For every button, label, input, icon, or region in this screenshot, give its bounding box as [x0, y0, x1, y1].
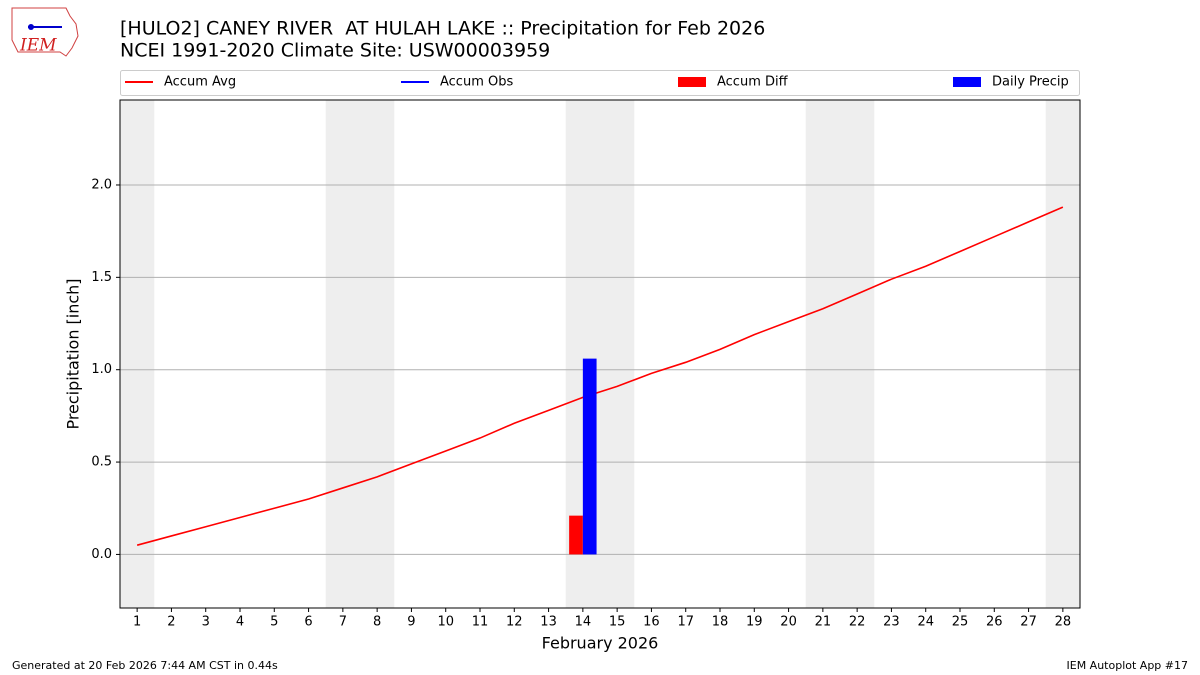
x-tick-label: 24	[917, 615, 934, 630]
x-tick-label: 14	[575, 615, 592, 630]
x-tick-label: 1	[133, 615, 141, 630]
logo-outline	[11, 7, 79, 57]
x-tick-label: 28	[1055, 615, 1072, 630]
x-axis-label: February 2026	[542, 634, 659, 653]
legend-label: Daily Precip	[992, 75, 1069, 90]
chart-title: [HULO2] CANEY RIVER AT HULAH LAKE :: Pre…	[120, 18, 765, 40]
plot-frame	[119, 99, 1081, 609]
logo: IEM	[11, 7, 79, 57]
legend-label: Accum Diff	[717, 75, 789, 90]
weekend-shade	[120, 100, 155, 608]
x-tick-label: 20	[780, 615, 797, 630]
weekend-shade	[805, 100, 840, 608]
x-tick-label: 10	[437, 615, 454, 630]
x-tick-label: 22	[849, 615, 866, 630]
weekend-shade	[360, 100, 395, 608]
bar	[582, 358, 597, 555]
legend-swatch	[953, 77, 981, 87]
chart-subtitle: NCEI 1991-2020 Climate Site: USW00003959	[120, 40, 550, 62]
x-tick-label: 19	[746, 615, 763, 630]
y-axis-label: Precipitation [inch]	[64, 278, 83, 429]
weekend-shade	[600, 100, 635, 608]
y-tick-label: 1.5	[91, 270, 112, 285]
footer-left: Generated at 20 Feb 2026 7:44 AM CST in …	[12, 659, 278, 672]
x-tick-label: 23	[883, 615, 900, 630]
weekend-shade	[840, 100, 875, 608]
bar	[569, 515, 583, 555]
legend-box	[120, 70, 1080, 96]
x-tick-label: 11	[472, 615, 489, 630]
legend-swatch	[678, 77, 706, 87]
line	[136, 206, 1064, 546]
weekend-shade	[325, 100, 360, 608]
x-tick-label: 12	[506, 615, 523, 630]
x-tick-label: 8	[373, 615, 381, 630]
x-tick-label: 26	[986, 615, 1003, 630]
y-tick-label: 2.0	[91, 177, 112, 192]
x-tick-label: 7	[339, 615, 347, 630]
footer-right: IEM Autoplot App #17	[1067, 659, 1189, 672]
x-tick-label: 27	[1020, 615, 1037, 630]
x-tick-label: 3	[202, 615, 210, 630]
weekend-shade	[1045, 100, 1080, 608]
y-tick-label: 1.0	[91, 362, 112, 377]
x-tick-label: 9	[407, 615, 415, 630]
x-tick-label: 5	[270, 615, 278, 630]
x-tick-label: 17	[677, 615, 694, 630]
legend-label: Accum Avg	[164, 75, 236, 90]
x-tick-label: 25	[952, 615, 969, 630]
x-tick-label: 13	[540, 615, 557, 630]
x-tick-label: 16	[643, 615, 660, 630]
logo-dot	[28, 24, 34, 30]
legend-label: Accum Obs	[440, 75, 513, 90]
x-tick-label: 18	[712, 615, 729, 630]
x-tick-label: 6	[304, 615, 312, 630]
x-tick-label: 4	[236, 615, 244, 630]
logo-text: IEM	[19, 36, 57, 56]
y-tick-label: 0.5	[91, 455, 112, 470]
x-tick-label: 15	[609, 615, 626, 630]
y-tick-label: 0.0	[91, 547, 112, 562]
x-tick-label: 21	[815, 615, 832, 630]
x-tick-label: 2	[167, 615, 175, 630]
